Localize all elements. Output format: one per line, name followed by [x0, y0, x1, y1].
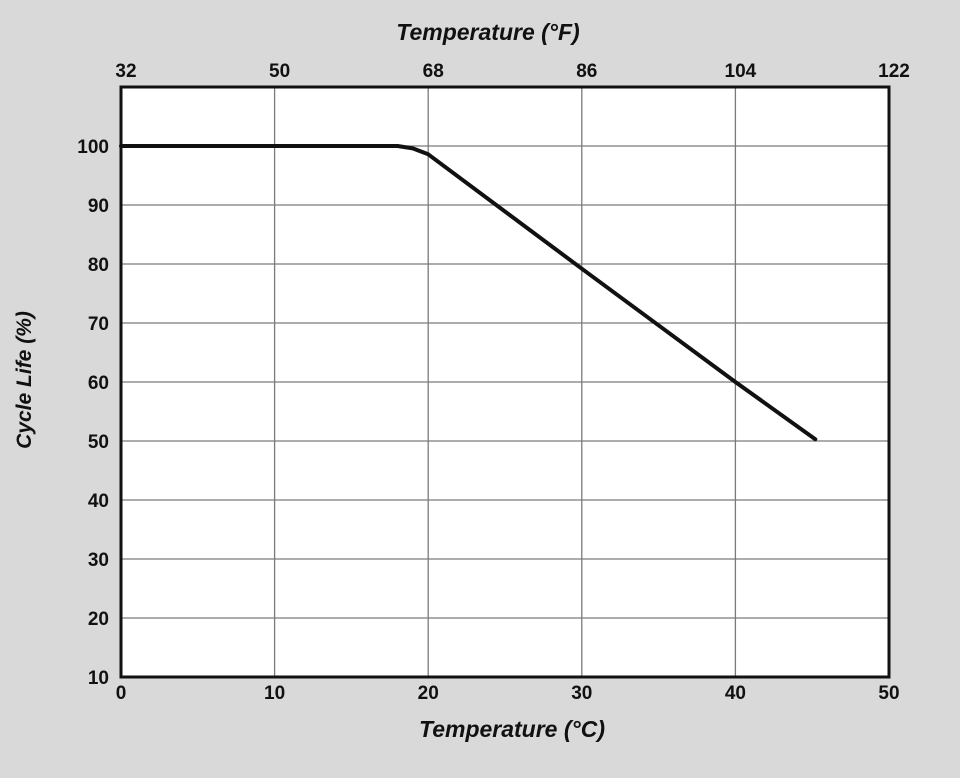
top-tick-label: 68	[423, 61, 444, 82]
x-tick-label: 40	[725, 683, 746, 704]
x-tick-label: 10	[264, 683, 285, 704]
y-tick-label: 60	[88, 373, 109, 394]
top-tick-label: 50	[269, 61, 290, 82]
x-axis-title: Temperature (°C)	[419, 716, 605, 742]
y-tick-label: 40	[88, 491, 109, 512]
y-axis-ticks: 10 20 30 40 50 60 70 80 90 100	[77, 137, 109, 689]
grid	[121, 87, 889, 677]
top-tick-label: 32	[115, 61, 136, 82]
cycle-life-line	[119, 144, 818, 442]
y-axis-title: Cycle Life (%)	[13, 311, 36, 449]
x-tick-label: 30	[571, 683, 592, 704]
y-tick-label: 10	[88, 668, 109, 689]
x-tick-label: 0	[116, 683, 127, 704]
y-tick-label: 20	[88, 609, 109, 630]
y-tick-label: 100	[77, 137, 109, 158]
y-tick-label: 50	[88, 432, 109, 453]
y-tick-label: 80	[88, 255, 109, 276]
x-axis-ticks: 0 10 20 30 40 50	[116, 683, 900, 704]
plot-frame	[119, 85, 891, 679]
series-layer	[119, 144, 818, 442]
top-tick-label: 122	[878, 61, 910, 82]
top-axis-title: Temperature (°F)	[396, 19, 579, 45]
y-tick-label: 30	[88, 550, 109, 571]
y-tick-label: 90	[88, 196, 109, 217]
x-tick-label: 20	[418, 683, 439, 704]
x-tick-label: 50	[878, 683, 899, 704]
top-tick-label: 104	[725, 61, 757, 82]
top-tick-label: 86	[576, 61, 597, 82]
top-axis-ticks: 32 50 68 86 104 122	[115, 61, 909, 82]
y-tick-label: 70	[88, 314, 109, 335]
